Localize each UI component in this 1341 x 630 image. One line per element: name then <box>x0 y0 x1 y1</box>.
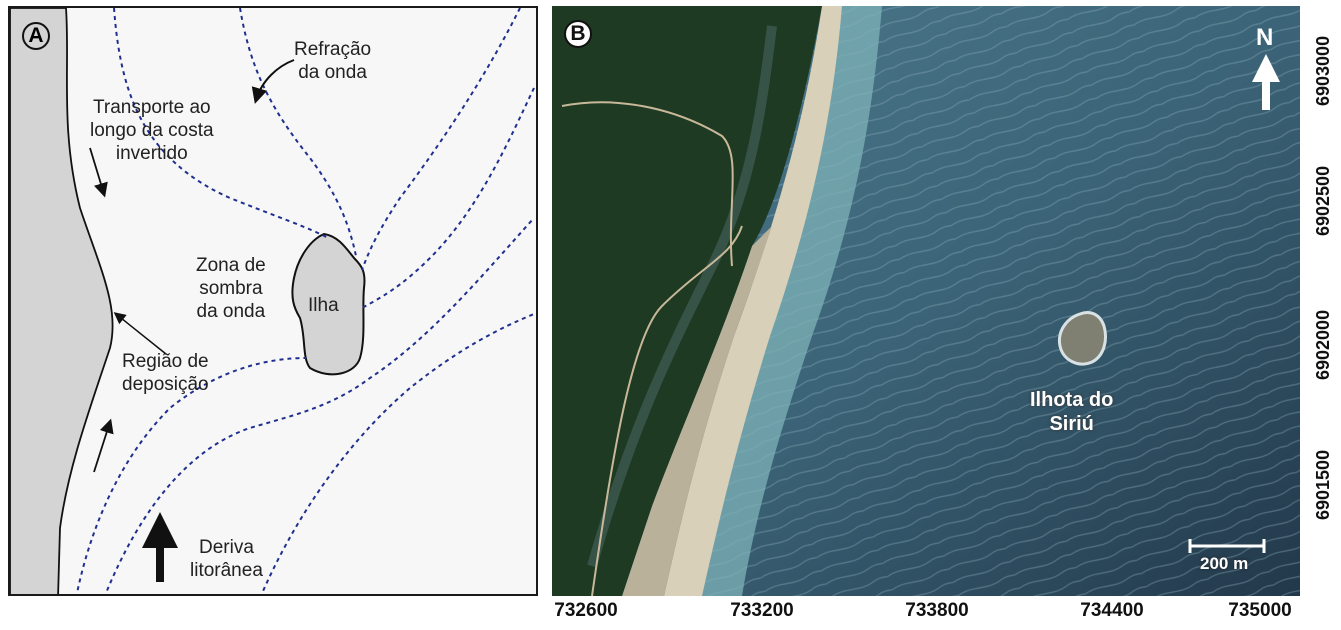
onshore-arrow <box>93 418 114 473</box>
island-shape <box>291 232 366 376</box>
shadow-zone-label: Zona de sombra da onda <box>196 255 266 322</box>
north-arrow-icon <box>1252 54 1280 110</box>
scale-bar <box>1188 539 1266 553</box>
wave-crest-lines <box>75 8 535 594</box>
diagram-drawing <box>10 8 535 594</box>
transport-arrow <box>89 147 108 198</box>
panel-b-satellite-map: B N Ilhota do Siriú 200 m <box>552 6 1300 596</box>
x-tick: 735000 <box>1228 600 1292 621</box>
estuary <box>587 25 777 568</box>
y-tick: 6902000 <box>1313 309 1333 380</box>
drift-big-arrow <box>142 512 178 582</box>
panel-letter-b: B <box>564 20 592 48</box>
refraction-label: Refração da onda <box>294 39 372 83</box>
x-tick: 733800 <box>905 600 969 621</box>
y-tick: 6901500 <box>1313 449 1333 520</box>
dune-field <box>622 226 772 596</box>
ilhota-shape <box>1057 311 1107 366</box>
ilhota-label: Ilhota do Siriú <box>1030 389 1114 435</box>
scale-bar-label: 200 m <box>1200 554 1249 573</box>
drift-label: Deriva litorânea <box>190 537 263 581</box>
transport-label: Transporte ao longo da costa invertido <box>90 97 214 164</box>
x-tick: 734400 <box>1080 600 1144 621</box>
y-tick: 6903000 <box>1313 35 1333 106</box>
satellite-imagery <box>552 6 1300 596</box>
deposition-pointer <box>113 312 167 355</box>
x-tick: 732600 <box>554 600 618 621</box>
y-tick: 6902500 <box>1313 165 1333 236</box>
coastline-land <box>10 8 114 594</box>
panel-a-diagram: A Refração da onda Transporte ao longo d… <box>8 6 538 596</box>
panel-letter-a: A <box>22 22 50 50</box>
refraction-arrow <box>251 59 295 104</box>
island-label-a: Ilha <box>308 295 339 316</box>
north-label: N <box>1256 24 1274 51</box>
x-tick: 733200 <box>730 600 794 621</box>
beach-sand <box>664 6 842 596</box>
deposition-label: Região de deposição <box>122 351 209 395</box>
